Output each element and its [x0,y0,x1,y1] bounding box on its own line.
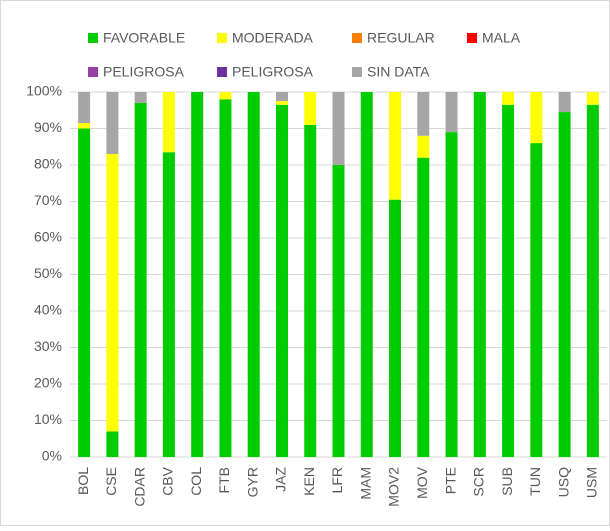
legend-label: SIN DATA [367,64,430,80]
legend-label: PELIGROSA [103,64,185,80]
bar-segment [417,135,430,158]
x-tick-label: CSE [103,467,119,496]
bar-segment [275,92,288,102]
legend-label: MODERADA [232,30,314,46]
bar-segment [530,92,543,144]
bar-segment [473,92,486,457]
legend-label: MALA [482,30,521,46]
bar-segment [134,92,147,103]
y-tick-label: 40% [34,302,62,318]
x-tick-label: USM [584,467,600,498]
x-tick-label: CBV [160,466,176,495]
x-tick-label: COL [188,467,204,496]
y-tick-label: 80% [34,156,62,172]
x-tick-label: MOV2 [386,467,402,507]
x-tick-label: JAZ [273,467,289,492]
bar-segment [530,143,543,457]
legend-swatch [352,33,362,43]
y-tick-label: 50% [34,265,62,281]
bar-segment [558,112,571,457]
bar-segment [106,92,119,155]
bar-segment [445,132,458,457]
bar-segment [78,92,91,124]
bar-segment [219,99,232,458]
y-tick-label: 20% [34,375,62,391]
y-tick-label: 30% [34,338,62,354]
y-tick-label: 100% [26,83,62,99]
bar-segment [134,102,147,457]
legend-swatch [88,67,98,77]
bar-segment [78,123,91,129]
bar-segment [275,101,288,105]
bar-segment [191,92,204,457]
bar-segment [332,165,345,457]
x-tick-label: PTE [442,467,458,494]
x-tick-label: SUB [499,467,515,496]
bar-segment [304,124,317,457]
bar-segment [247,92,260,457]
bar-segment [417,92,430,136]
y-tick-label: 10% [34,411,62,427]
x-tick-label: BOL [75,467,91,495]
x-tick-label: KEN [301,467,317,496]
bar-segment [586,92,599,105]
y-tick-label: 0% [42,448,62,464]
bar-segment [332,92,345,165]
legend-swatch [352,67,362,77]
y-tick-label: 90% [34,119,62,135]
x-tick-label: SCR [471,467,487,497]
x-tick-label: GYR [244,467,260,497]
bar-segment [502,92,515,105]
bar-segment [275,104,288,458]
bar-segment [445,92,458,133]
x-tick-label: MOV [414,466,430,499]
x-tick-label: FTB [216,467,232,493]
bar-segment [558,92,571,113]
bar-segment [219,92,232,100]
x-tick-label: USQ [555,467,571,497]
x-tick-label: TUN [527,467,543,496]
legend-swatch [88,33,98,43]
legend-label: PELIGROSA [232,64,314,80]
x-tick-label: CDAR [131,467,147,507]
bar-segment [162,92,175,153]
y-tick-label: 70% [34,192,62,208]
bar-segment [106,154,119,432]
bar-segment [360,92,373,457]
bar-segment [389,92,402,200]
bar-segment [389,199,402,458]
bar-segment [162,152,175,457]
bar-segment [586,104,599,458]
legend-swatch [467,33,477,43]
legend-label: REGULAR [367,30,435,46]
x-tick-label: MAM [357,467,373,500]
legend-swatch [217,67,227,77]
bar-segment [78,128,91,457]
x-tick-label: LFR [329,467,345,493]
bar-segment [304,92,317,125]
bar-segment [106,431,119,457]
y-tick-label: 60% [34,229,62,245]
bar-segment [502,104,515,458]
legend-swatch [217,33,227,43]
bar-segment [417,157,430,457]
legend-label: FAVORABLE [103,30,185,46]
